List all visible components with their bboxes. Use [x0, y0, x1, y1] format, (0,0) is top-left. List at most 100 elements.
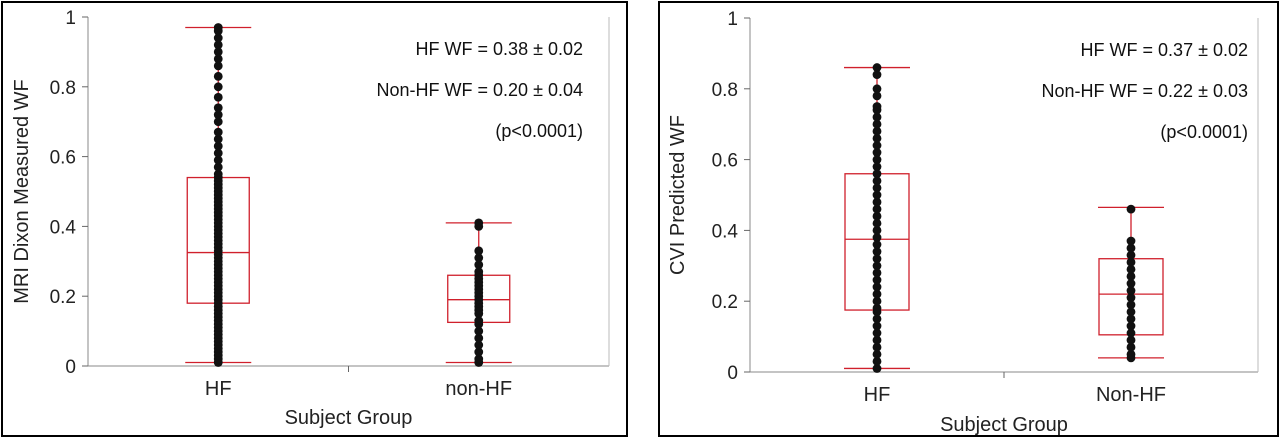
mri-data-point — [213, 141, 223, 151]
mri-data-point — [213, 148, 223, 158]
cvi-data-point — [872, 119, 882, 129]
cvi-data-point — [872, 356, 882, 366]
cvi-data-point — [1126, 349, 1136, 359]
cvi-data-point — [872, 233, 882, 242]
cvi-data-point — [872, 183, 882, 193]
cvi-data-point — [872, 247, 882, 257]
cvi-data-point — [872, 364, 882, 373]
mri-data-point — [213, 169, 223, 179]
cvi-data-point — [872, 226, 882, 235]
cvi-data-point — [1126, 321, 1136, 331]
mri-annotation: HF WF = 0.38 ± 0.02 — [416, 39, 583, 59]
cvi-y-tick-label: 1 — [727, 9, 738, 30]
mri-annotation: Non-HF WF = 0.20 ± 0.04 — [377, 80, 583, 100]
cvi-data-point — [872, 169, 882, 179]
mri-data-point — [474, 246, 484, 256]
cvi-data-point — [872, 328, 882, 338]
cvi-data-point — [1126, 286, 1136, 295]
mri-data-point — [213, 92, 223, 102]
cvi-data-point — [1126, 272, 1136, 281]
cvi-data-point — [872, 141, 882, 150]
cvi-data-point — [1126, 342, 1136, 352]
mri-y-tick-label: 0.8 — [50, 78, 76, 99]
cvi-data-point — [1126, 314, 1136, 324]
cvi-data-point — [872, 112, 882, 122]
box-plot-cvi: 0 0.2 0.4 0.6 0.8 1 HF Non-HF Subject Group CVI P… — [667, 9, 1259, 435]
mri-data-point — [213, 134, 223, 144]
mri-y-tick-label: 0.6 — [50, 148, 76, 169]
cvi-data-point — [872, 102, 882, 111]
cvi-annotation: (p<0.0001) — [1160, 122, 1248, 142]
mri-data-point — [213, 40, 223, 50]
mri-data-point — [213, 71, 223, 81]
cvi-data-point — [872, 148, 882, 157]
cvi-y-tick-label: 0.2 — [712, 292, 738, 313]
cvi-data-point — [1126, 257, 1136, 267]
cvi-data-point — [872, 176, 882, 186]
cvi-data-point — [872, 63, 882, 72]
cvi-data-point — [872, 204, 882, 214]
cvi-data-point — [872, 289, 882, 299]
cvi-y-tick-label: 0.4 — [712, 221, 739, 242]
mri-data-point — [213, 61, 223, 71]
mri-data-point — [474, 354, 484, 364]
cvi-data-point — [872, 197, 882, 207]
mri-y-tick-label: 0.2 — [50, 287, 76, 308]
cvi-data-point — [872, 296, 882, 306]
cvi-data-point — [872, 254, 882, 264]
cvi-data-point — [872, 91, 882, 101]
mri-data-point — [213, 162, 223, 172]
cvi-data-point — [872, 84, 882, 94]
mri-data-point — [474, 347, 484, 357]
cvi-data-point — [872, 275, 882, 285]
cvi-annotation: Non-HF WF = 0.22 ± 0.03 — [1042, 81, 1248, 101]
cvi-data-point — [872, 282, 882, 292]
cvi-data-point — [872, 190, 882, 200]
cvi-data-point — [872, 218, 882, 228]
mri-data-point — [213, 110, 223, 120]
cvi-data-point — [872, 314, 882, 324]
cvi-data-point — [1126, 293, 1136, 303]
cvi-data-point — [1126, 250, 1136, 260]
mri-data-point — [474, 333, 484, 343]
mri-data-point — [474, 253, 484, 263]
cvi-data-point — [872, 155, 882, 165]
mri-data-point — [213, 82, 223, 92]
mri-x-tick-label: HF — [205, 378, 232, 400]
mri-data-point — [213, 47, 223, 57]
mri-y-tick-label: 1 — [65, 8, 76, 29]
cvi-data-point — [872, 162, 882, 172]
cvi-data-point — [1126, 335, 1136, 345]
mri-x-axis-label: Subject Group — [285, 407, 413, 429]
mri-data-point — [474, 267, 484, 277]
chart-panel-cvi: 0 0.2 0.4 0.6 0.8 1 HF Non-HF Subject Group CVI P… — [658, 1, 1279, 437]
mri-data-point — [213, 117, 223, 127]
cvi-data-point — [1126, 307, 1136, 317]
mri-y-tick-label: 0 — [65, 357, 76, 378]
mri-data-point — [213, 103, 223, 113]
mri-data-point — [213, 127, 223, 137]
cvi-data-point — [872, 349, 882, 359]
cvi-data-point — [1126, 236, 1136, 246]
cvi-y-axis-label: CVI Predicted WF — [667, 115, 689, 275]
cvi-data-point — [1126, 243, 1136, 253]
cvi-data-point — [872, 240, 882, 249]
mri-annotation: (p<0.0001) — [495, 121, 583, 141]
mri-y-axis-label: MRI Dixon Measured WF — [11, 79, 33, 304]
cvi-x-tick-label: HF — [864, 384, 891, 406]
mri-data-point — [213, 23, 223, 32]
mri-data-point — [213, 54, 223, 64]
cvi-data-point — [872, 268, 882, 278]
mri-data-point — [474, 340, 484, 350]
cvi-data-point — [872, 303, 882, 313]
mri-x-tick-label: non-HF — [445, 378, 512, 400]
cvi-y-tick-label: 0.6 — [712, 151, 738, 172]
cvi-x-axis-label: Subject Group — [940, 414, 1068, 435]
mri-data-point — [474, 218, 484, 228]
cvi-data-point — [1126, 328, 1136, 338]
cvi-data-point — [1126, 279, 1136, 288]
mri-data-point — [213, 155, 223, 165]
cvi-data-point — [1126, 204, 1136, 214]
cvi-data-point — [872, 335, 882, 345]
mri-y-tick-label: 0.4 — [50, 217, 77, 238]
